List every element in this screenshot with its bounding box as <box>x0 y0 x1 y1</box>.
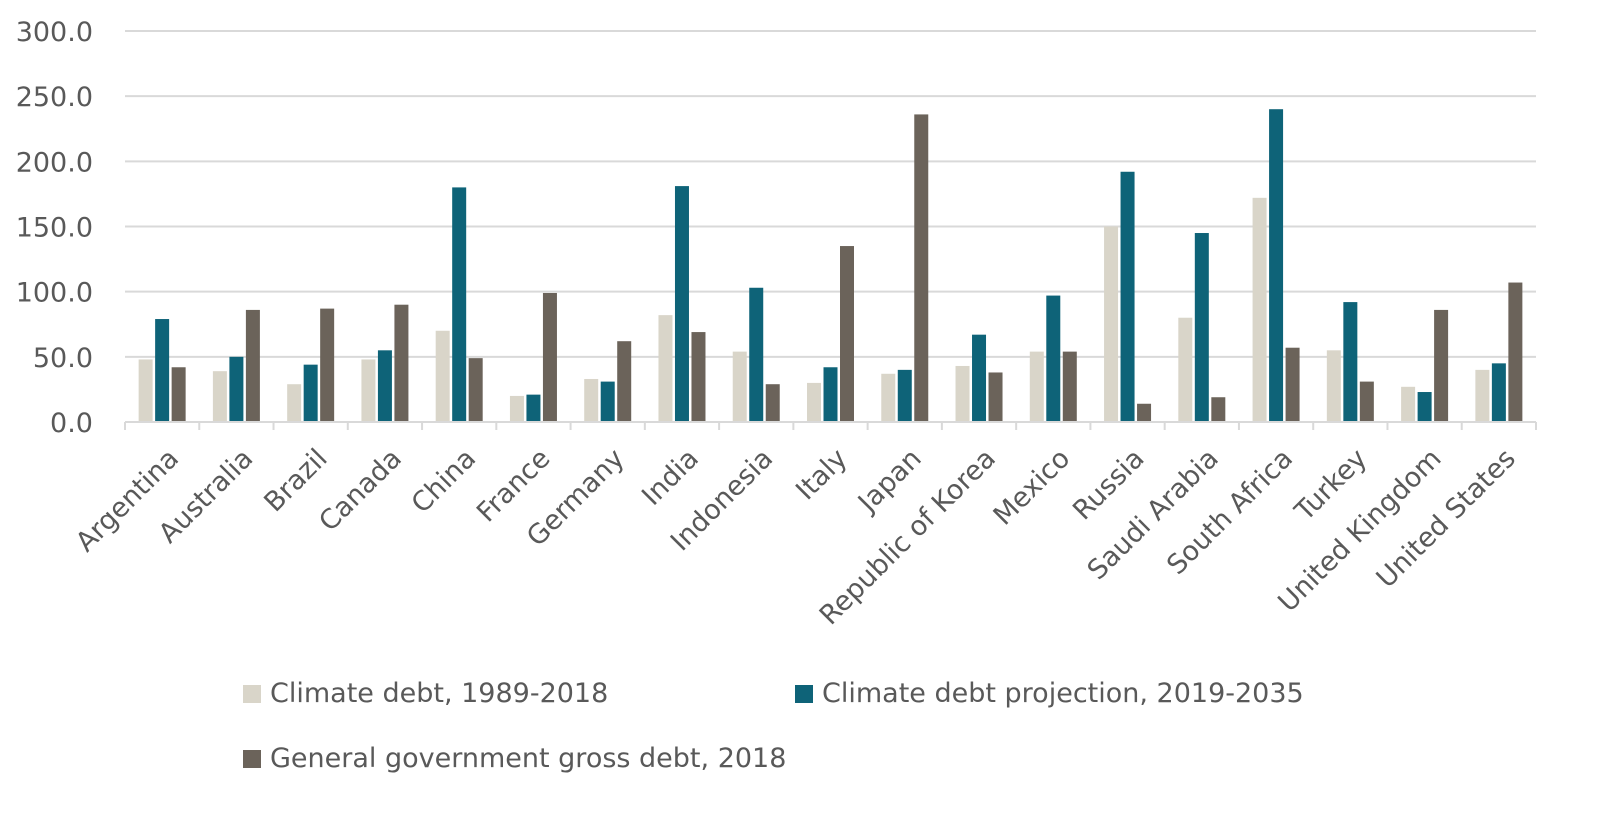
bar-italy-series-3 <box>840 246 854 422</box>
x-category-label: Mexico <box>988 443 1077 532</box>
bar-united-kingdom-series-3 <box>1434 309 1449 422</box>
bar-japan-series-3 <box>914 114 929 422</box>
bar-australia-series-1 <box>212 371 227 422</box>
bar-indonesia-series-1 <box>732 351 747 422</box>
bar-japan-series-1 <box>881 373 896 422</box>
y-tick-label: 100.0 <box>16 278 93 309</box>
legend-swatch <box>243 750 261 768</box>
bar-south-africa-series-2 <box>1269 109 1284 422</box>
bar-south-africa-series-3 <box>1285 347 1300 422</box>
bar-united-states-series-1 <box>1475 369 1490 422</box>
bar-mexico-series-3 <box>1062 351 1077 422</box>
bar-australia-series-2 <box>229 356 244 422</box>
bar-turkey-series-1 <box>1326 350 1341 422</box>
x-category-label: Canada <box>313 443 408 538</box>
bar-turkey-series-2 <box>1343 302 1358 422</box>
bar-italy-series-2 <box>823 367 838 422</box>
bar-saudi-arabia-series-2 <box>1194 233 1209 422</box>
y-axis-tick-labels: 0.0 50.0 100.0 150.0 200.0 250.0 300.0 <box>16 17 93 439</box>
legend-swatch <box>795 685 813 703</box>
x-axis <box>124 421 1537 430</box>
bar-germany-series-3 <box>617 341 632 422</box>
bar-united-kingdom-series-2 <box>1417 392 1432 422</box>
bar-france-series-3 <box>542 292 557 422</box>
bar-saudi-arabia-series-1 <box>1178 317 1193 422</box>
bar-mexico-series-2 <box>1046 295 1061 422</box>
bar-brazil-series-1 <box>287 384 302 422</box>
bar-china-series-1 <box>435 330 450 422</box>
bar-republic-of-korea-series-1 <box>955 365 970 422</box>
bar-canada-series-2 <box>377 350 392 422</box>
legend-label: Climate debt projection, 2019-2035 <box>822 678 1304 709</box>
bar-indonesia-series-3 <box>765 384 780 422</box>
bar-brazil-series-3 <box>320 308 335 422</box>
bar-russia-series-3 <box>1137 403 1152 422</box>
bar-argentina-series-3 <box>171 367 186 422</box>
bar-india-series-1 <box>658 315 673 422</box>
gridlines <box>125 30 1536 358</box>
bar-argentina-series-2 <box>155 319 170 422</box>
bar-united-kingdom-series-1 <box>1401 386 1416 422</box>
x-category-label: India <box>636 443 705 512</box>
legend-swatch <box>243 685 261 703</box>
bar-mexico-series-1 <box>1029 351 1044 422</box>
y-tick-label: 300.0 <box>16 17 93 48</box>
bar-france-series-1 <box>509 395 524 422</box>
legend: Climate debt, 1989-2018 Climate debt proj… <box>243 678 1304 774</box>
bar-canada-series-3 <box>394 304 409 422</box>
bar-italy-series-1 <box>807 382 821 422</box>
y-tick-label: 0.0 <box>50 408 93 439</box>
x-category-label: Saudi Arabia <box>1082 443 1225 586</box>
y-tick-label: 50.0 <box>33 343 93 374</box>
bar-australia-series-3 <box>245 309 260 422</box>
bar-united-states-series-2 <box>1491 363 1506 422</box>
y-tick-label: 250.0 <box>16 82 93 113</box>
bar-russia-series-1 <box>1104 226 1119 422</box>
bar-indonesia-series-2 <box>749 287 764 422</box>
bar-canada-series-1 <box>361 359 376 422</box>
y-tick-label: 200.0 <box>16 147 93 178</box>
legend-label: Climate debt, 1989-2018 <box>270 678 608 709</box>
bar-republic-of-korea-series-2 <box>972 334 987 422</box>
x-category-label: China <box>406 443 482 519</box>
bar-brazil-series-2 <box>303 364 318 422</box>
bar-india-series-2 <box>674 186 689 422</box>
legend-label: General government gross debt, 2018 <box>270 743 786 774</box>
bar-china-series-3 <box>468 358 483 422</box>
bar-saudi-arabia-series-3 <box>1211 397 1226 422</box>
bar-russia-series-2 <box>1120 171 1135 422</box>
bar-india-series-3 <box>691 332 706 422</box>
bar-france-series-2 <box>526 394 541 422</box>
x-category-label: Italy <box>790 443 853 506</box>
bar-united-states-series-3 <box>1508 282 1523 422</box>
y-tick-label: 150.0 <box>16 213 93 244</box>
bar-germany-series-1 <box>584 378 599 422</box>
bar-republic-of-korea-series-3 <box>988 372 1003 422</box>
bar-south-africa-series-1 <box>1252 197 1267 422</box>
bar-germany-series-2 <box>600 381 615 422</box>
bar-japan-series-2 <box>897 369 912 422</box>
bar-argentina-series-1 <box>138 359 153 422</box>
bar-turkey-series-3 <box>1359 381 1374 422</box>
bars <box>138 109 1523 422</box>
bar-china-series-2 <box>452 187 467 422</box>
